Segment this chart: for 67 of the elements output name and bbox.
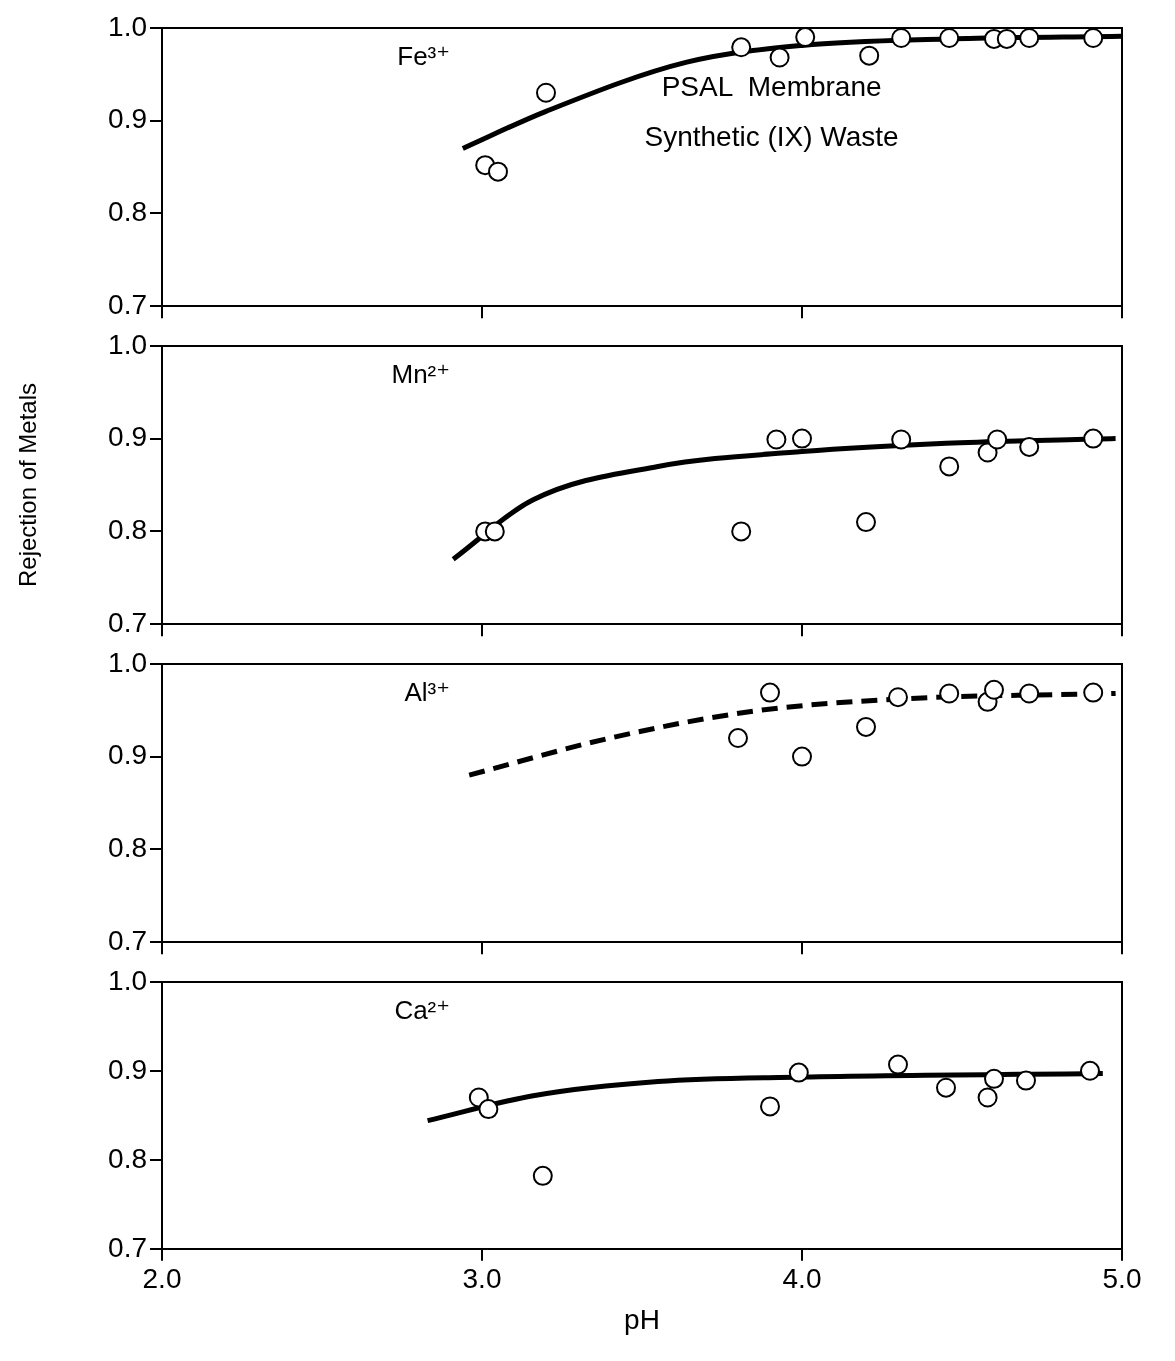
point <box>769 47 790 68</box>
point <box>987 429 1008 450</box>
annotation: Mn²⁺ <box>391 358 450 389</box>
point <box>891 28 912 49</box>
point <box>939 28 960 49</box>
annotation: Synthetic (IX) Waste <box>644 120 899 152</box>
point <box>1016 1070 1036 1091</box>
y-tick-label: 1.0 <box>108 10 147 42</box>
point <box>788 1062 809 1083</box>
y-tick-label: 1.0 <box>108 964 147 996</box>
point <box>484 521 505 542</box>
point <box>760 682 780 703</box>
point <box>792 746 812 767</box>
annotation: Al³⁺ <box>404 676 450 707</box>
y-tick-label: 0.8 <box>108 514 147 546</box>
point <box>856 512 876 533</box>
y-tick-label: 0.9 <box>108 103 147 135</box>
point <box>532 1165 553 1186</box>
y-tick-label: 0.8 <box>108 196 147 228</box>
point <box>1083 28 1104 49</box>
x-tick-label: 2.0 <box>142 1263 182 1295</box>
point <box>977 1087 998 1108</box>
annotation: Ca²⁺ <box>394 994 450 1025</box>
point <box>859 45 880 66</box>
y-tick-label: 0.7 <box>108 1231 147 1263</box>
y-tick-label: 0.7 <box>108 288 147 320</box>
point <box>936 1077 956 1098</box>
point <box>731 521 752 542</box>
point <box>728 728 748 749</box>
y-axis-title: Rejection of Metals <box>14 382 42 588</box>
y-tick-label: 0.7 <box>108 924 147 956</box>
y-tick-label: 1.0 <box>108 328 147 360</box>
x-tick-label: 5.0 <box>1102 1263 1142 1295</box>
point <box>891 429 912 450</box>
point <box>856 716 876 737</box>
y-tick-label: 0.9 <box>108 1053 147 1085</box>
point <box>888 1054 908 1075</box>
point <box>488 161 508 182</box>
point <box>1080 1060 1100 1081</box>
x-tick-label: 3.0 <box>462 1263 502 1295</box>
y-tick-label: 1.0 <box>108 646 147 678</box>
point <box>478 1099 499 1120</box>
point <box>939 683 960 704</box>
point <box>1019 436 1040 457</box>
annotation: PSAL Membrane <box>661 70 882 102</box>
point <box>792 428 812 449</box>
point <box>939 456 960 477</box>
y-tick-label: 0.8 <box>108 832 147 864</box>
y-tick-label: 0.9 <box>108 421 147 453</box>
point <box>984 679 1004 700</box>
point <box>1083 682 1104 703</box>
point <box>760 1096 780 1117</box>
point <box>984 1068 1004 1089</box>
x-axis-title: pH <box>624 1303 660 1335</box>
x-tick-label: 4.0 <box>782 1263 822 1295</box>
point <box>888 687 908 708</box>
point <box>766 429 787 450</box>
point <box>731 37 752 58</box>
point <box>996 28 1017 49</box>
annotation: Fe³⁺ <box>397 40 450 71</box>
y-tick-label: 0.8 <box>108 1142 147 1174</box>
point <box>1019 28 1040 49</box>
point <box>536 82 556 103</box>
y-tick-label: 0.9 <box>108 739 147 771</box>
point <box>1019 683 1040 704</box>
y-tick-label: 0.7 <box>108 606 147 638</box>
point <box>1083 428 1104 449</box>
